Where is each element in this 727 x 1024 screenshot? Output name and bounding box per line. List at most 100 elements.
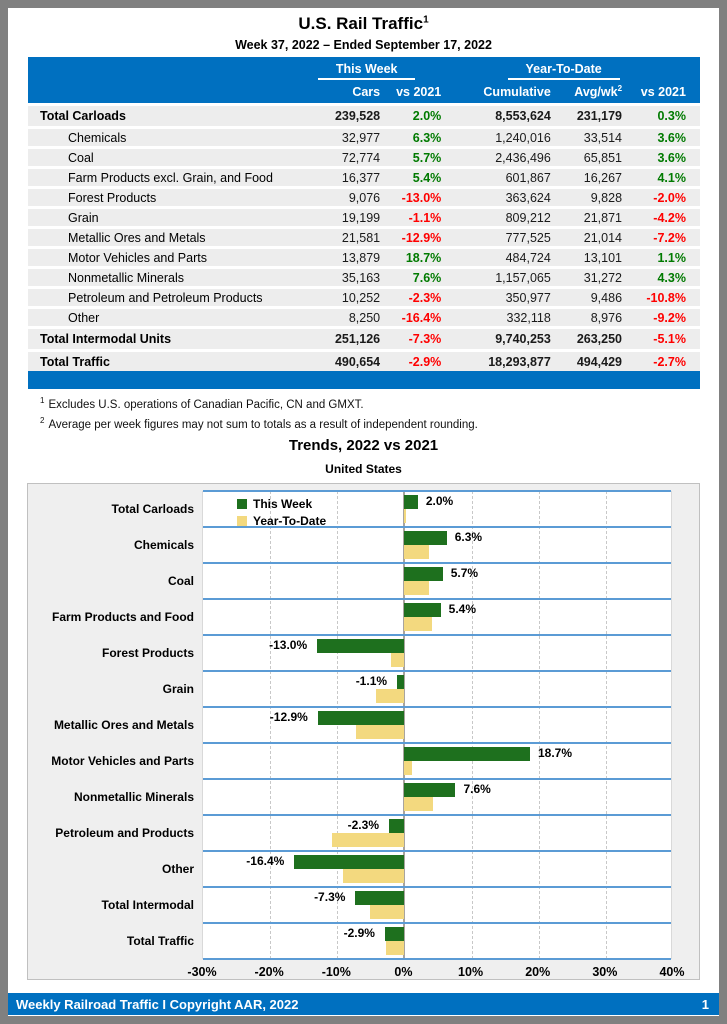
bar-value-label: 6.3% [454, 530, 483, 544]
title-footnote-marker: 1 [423, 14, 429, 26]
cell-avg-per-week: 9,828 [590, 190, 623, 205]
band-separator-line [203, 742, 671, 744]
cell-week-vs-2021: -16.4% [401, 310, 442, 325]
cell-avg-per-week: 31,272 [583, 270, 623, 285]
cell-commodity-label: Petroleum and Petroleum Products [68, 290, 263, 305]
band-separator-line [203, 598, 671, 600]
bar-year-to-date [404, 509, 407, 523]
x-axis-tick: 40% [659, 965, 685, 979]
cell-ytd-vs-2021: -10.8% [646, 290, 686, 305]
chart-subtitle: United States [325, 462, 402, 476]
x-axis-tick: -30% [187, 965, 217, 979]
cell-avg-per-week: 13,101 [583, 250, 623, 265]
chart-category-label: Metallic Ores and Metals [53, 718, 194, 732]
bar-value-label: 5.4% [448, 602, 477, 616]
bar-year-to-date [376, 689, 405, 703]
bar-value-label: -1.1% [355, 674, 388, 688]
cell-ytd-vs-2021: 1.1% [657, 250, 686, 265]
cell-cumulative: 484,724 [505, 250, 551, 265]
bar-value-label: 5.7% [450, 566, 479, 580]
table-row: Total Carloads 239,528 2.0% 8,553,624 231,17… [28, 106, 700, 126]
table-row: Metallic Ores and Metals 21,581 -12.9% 777,… [28, 229, 700, 246]
bar-value-label: 7.6% [463, 782, 491, 796]
bar-value-label: 2.0% [425, 494, 454, 508]
cell-ytd-vs-2021: 4.3% [657, 270, 686, 285]
bar-value-label: -13.0% [269, 638, 308, 652]
column-header-ytd-vs2021: vs 2021 [640, 85, 686, 99]
chart-category-label: Total Carloads [111, 502, 194, 516]
cell-ytd-vs-2021: -9.2% [653, 310, 686, 325]
bar-year-to-date [391, 653, 405, 667]
this-week-swatch-icon [237, 498, 247, 509]
band-separator-line [203, 778, 671, 780]
footer-text: Weekly Railroad Traffic I Copyright AAR,… [16, 996, 299, 1012]
cell-avg-per-week: 263,250 [576, 332, 623, 346]
bar-year-to-date [370, 905, 405, 919]
cell-cars: 16,377 [341, 170, 381, 185]
cell-ytd-vs-2021: 3.6% [657, 130, 686, 145]
chart-category-label: Farm Products and Food [51, 610, 194, 624]
band-separator-line [203, 814, 671, 816]
column-header-cumulative: Cumulative [483, 85, 551, 99]
year-to-date-swatch-icon [237, 515, 247, 526]
cell-commodity-label: Total Traffic [40, 355, 110, 369]
cell-avg-per-week: 494,429 [576, 355, 623, 369]
bar-year-to-date [331, 833, 405, 847]
bar-this-week [294, 855, 405, 869]
band-separator-line [203, 526, 671, 528]
table-row: Farm Products excl. Grain, and Food 16,37… [28, 169, 700, 186]
cell-cumulative: 350,977 [505, 290, 551, 305]
cell-cumulative: 777,525 [505, 230, 551, 245]
column-header-avgwk: Avg/wk2 [574, 84, 623, 100]
band-separator-line [203, 562, 671, 564]
table-row: Total Traffic 490,654 -2.9% 18,293,877 494,4… [28, 352, 700, 372]
trends-bar-chart: Total Carloads Chemicals Coal Farm Products… [27, 483, 700, 980]
bar-this-week [397, 675, 405, 689]
cell-ytd-vs-2021: -4.2% [653, 210, 686, 225]
page-title: U.S. Rail Traffic1 [298, 14, 429, 33]
table-row: Grain 19,199 -1.1% 809,212 21,871 -4.2% [28, 209, 700, 226]
cell-week-vs-2021: -12.9% [401, 230, 442, 245]
chart-category-label: Other [161, 862, 194, 876]
cell-cars: 490,654 [334, 355, 381, 369]
cell-cumulative: 2,436,496 [495, 150, 551, 165]
bar-this-week [355, 891, 405, 905]
band-separator-line [203, 670, 671, 672]
cell-week-vs-2021: 2.0% [412, 109, 442, 123]
group-header-year-to-date: Year-To-Date [441, 62, 700, 81]
x-axis-tick: 10% [458, 965, 484, 979]
chart-plot-area: This Week Year-To-Date 2.0% 6.3% 5.7% 5.4% -… [202, 490, 672, 960]
cell-week-vs-2021: -7.3% [408, 332, 442, 346]
band-separator-line [203, 958, 671, 960]
cell-cumulative: 9,740,253 [495, 332, 551, 346]
page-number: 1 [701, 996, 709, 1012]
cell-ytd-vs-2021: -5.1% [653, 332, 686, 346]
cell-week-vs-2021: -1.1% [408, 210, 442, 225]
bar-year-to-date [404, 617, 432, 631]
x-axis-tick: -20% [254, 965, 284, 979]
band-separator-line [203, 490, 671, 492]
table-row: Nonmetallic Minerals 35,163 7.6% 1,157,065 3… [28, 269, 700, 286]
bar-year-to-date [386, 941, 405, 955]
table-group-header-row: This Week Year-To-Date [28, 57, 700, 81]
cell-week-vs-2021: 7.6% [412, 270, 442, 285]
chart-category-label: Coal [167, 574, 194, 588]
chart-category-label: Motor Vehicles and Parts [51, 754, 194, 768]
legend-item-year-to-date: Year-To-Date [237, 512, 326, 529]
band-separator-line [203, 634, 671, 636]
cell-week-vs-2021: 6.3% [412, 130, 442, 145]
bar-value-label: -7.3% [314, 890, 346, 904]
bar-year-to-date [404, 581, 429, 595]
bar-this-week [404, 495, 418, 509]
table-row: Petroleum and Petroleum Products 10,252 -2… [28, 289, 700, 306]
chart-category-label: Total Traffic [126, 934, 194, 948]
bar-year-to-date [342, 869, 405, 883]
cell-ytd-vs-2021: -2.0% [653, 190, 686, 205]
cell-avg-per-week: 21,871 [583, 210, 623, 225]
cell-cars: 13,879 [341, 250, 381, 265]
cell-commodity-label: Forest Products [68, 190, 157, 205]
cell-week-vs-2021: -2.3% [408, 290, 442, 305]
rail-traffic-table: This Week Year-To-Date Cars vs 2021 Cumu… [28, 57, 700, 375]
bar-value-label: -2.3% [347, 818, 379, 832]
bar-value-label: -16.4% [246, 854, 285, 868]
